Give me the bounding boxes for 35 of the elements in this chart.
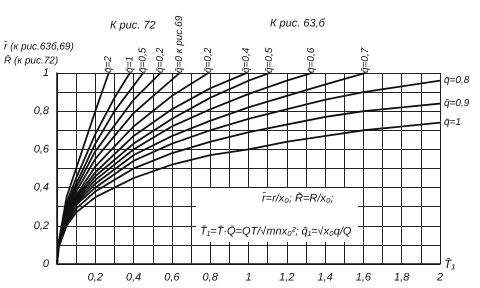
text: q̄=0,2: [202, 47, 214, 73]
text: q̄=0,4: [241, 47, 252, 73]
text: q̄=1: [124, 56, 136, 73]
x-tick-label: 2: [436, 272, 444, 284]
text: q̄=0,5: [264, 47, 276, 73]
x-tick-label: 0,8: [202, 272, 219, 284]
series-label: q̄=0,8: [444, 75, 470, 86]
text: q̄=0 к рис.69: [174, 15, 186, 73]
text: q̄=0,2: [154, 47, 166, 73]
series-label: q̄=0,9: [444, 98, 470, 110]
x-tick-label: 0,2: [88, 272, 103, 284]
text: q̄=0,5: [138, 47, 149, 73]
x-tick-label: 1: [245, 272, 252, 284]
text: q̄=2: [103, 56, 114, 73]
y-tick-label: 0,6: [34, 143, 50, 156]
text: К рис. 63,б: [270, 18, 326, 30]
x-tick-label: 1,4: [317, 272, 333, 284]
y-tick-label: 0,8: [34, 105, 50, 118]
x-tick-label: 1,6: [356, 272, 372, 284]
y-tick-label: 0: [42, 258, 50, 270]
annotation: r̄=r/x₀; R̄=R/x₀;: [262, 192, 334, 204]
x-tick-label: 0,4: [126, 272, 142, 284]
annotation: T̄₁=T̄·Q̄=QT/√mnx₀²; q̄₁=√x₀q/Q: [200, 224, 352, 238]
y-tick-label: 0,4: [34, 182, 49, 194]
text: К рис. 72: [110, 20, 156, 32]
y-axis-title: r̄ (к рис.63б,69) R̄ (к рис.72): [4, 40, 74, 66]
x-tick-label: 1,2: [279, 272, 294, 284]
x-axis-title: T̄₁: [444, 257, 456, 271]
y-tick-label: 1: [42, 67, 49, 79]
y-tick-label: 0,2: [34, 220, 49, 232]
x-tick-label: 1,8: [394, 272, 410, 284]
series-label: q̄=1: [444, 117, 461, 128]
x-tick-label: 0,6: [164, 272, 180, 284]
text: q̄=0,7: [360, 47, 371, 73]
text: q̄=0,6: [306, 47, 318, 73]
